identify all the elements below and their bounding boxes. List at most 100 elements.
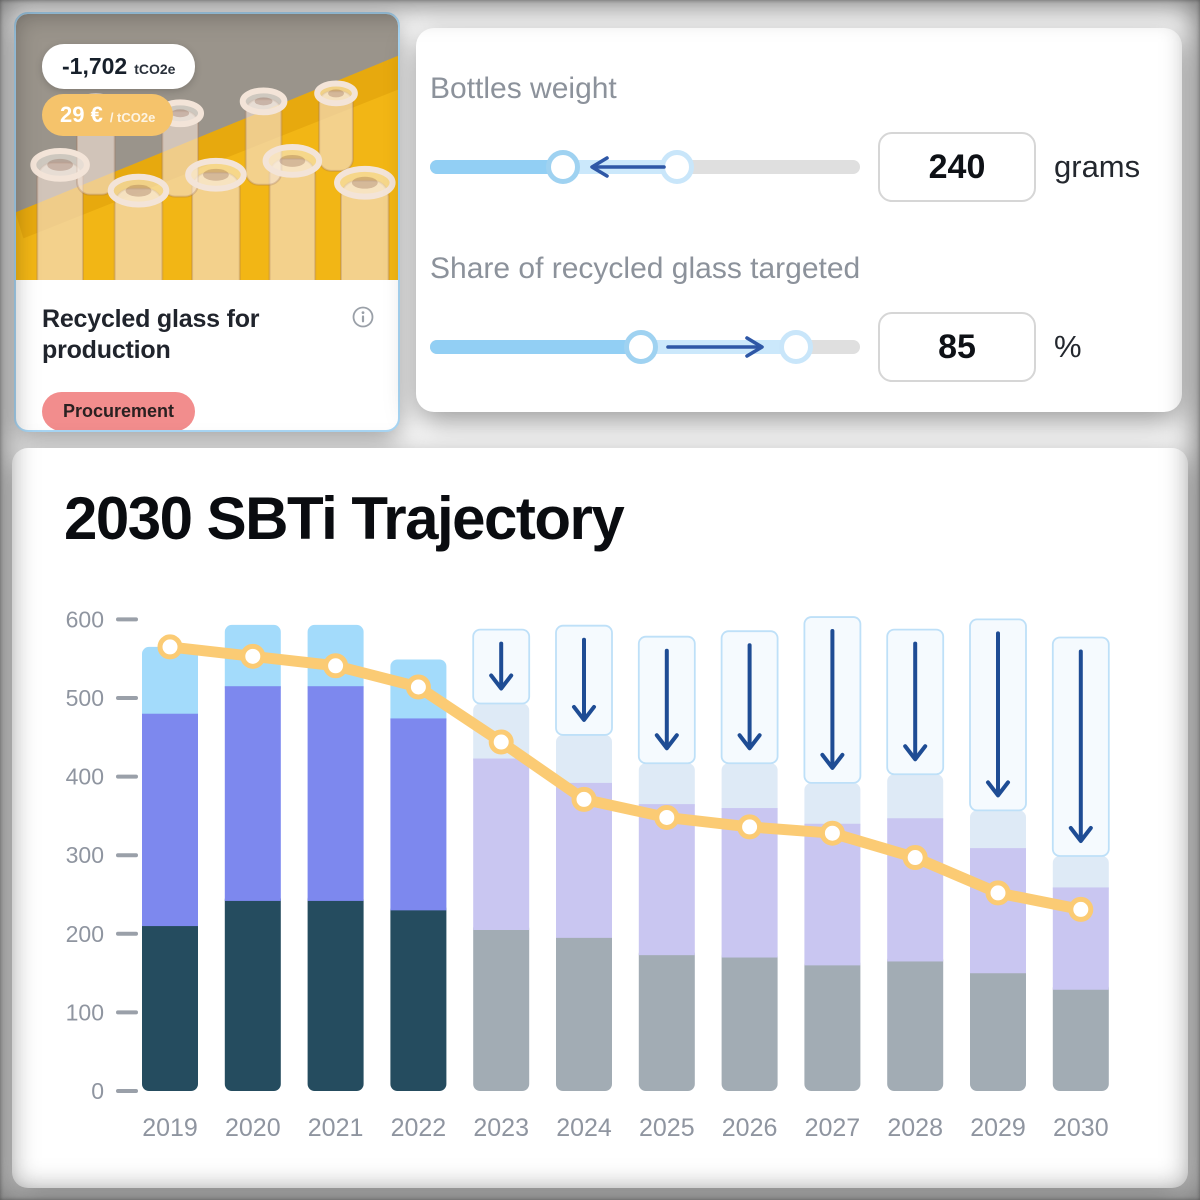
bar-segment-top [556, 734, 612, 791]
bottles-weight-input[interactable]: 240 [878, 132, 1036, 202]
trajectory-point [985, 880, 1011, 906]
bottles-weight-unit: grams [1054, 149, 1141, 184]
trajectory-point [157, 634, 183, 660]
bar-segment-top [142, 646, 198, 722]
x-tick-label: 2028 [887, 1114, 943, 1142]
x-tick-label: 2022 [391, 1114, 447, 1142]
bar-segment-bottom [390, 902, 447, 1091]
arrow-left-icon [590, 156, 666, 178]
bar-segment-top [721, 763, 778, 817]
slider-handle[interactable] [546, 150, 581, 184]
recycled-share-unit: % [1054, 329, 1082, 364]
bar-segment-top [1052, 855, 1109, 896]
bar-segment-bottom [556, 929, 612, 1091]
recycled-share-input[interactable]: 85 [878, 312, 1036, 382]
trajectory-point [737, 814, 763, 840]
trajectory-point [323, 653, 349, 679]
x-tick-label: 2030 [1053, 1114, 1109, 1142]
bar-segment-bottom [638, 947, 695, 1091]
trajectory-point [405, 674, 431, 700]
simulation-controls-panel: Bottles weight 240 grams Share of recycl… [416, 28, 1182, 412]
arrow-down-head [572, 704, 596, 722]
bottles-photo [16, 14, 398, 280]
info-icon[interactable] [352, 306, 374, 328]
x-tick-label: 2020 [225, 1114, 281, 1142]
y-tick-label: 200 [66, 921, 104, 947]
y-tick-dash [116, 617, 138, 622]
slider-track-fill [430, 160, 564, 174]
bar-segment-middle [224, 686, 281, 901]
recycled-share-label: Share of recycled glass targeted [430, 252, 861, 285]
trajectory-point [902, 845, 928, 871]
bottles-weight-slider[interactable] [430, 149, 860, 185]
arrow-down-head [654, 733, 679, 751]
arrow-down-head [737, 733, 762, 751]
project-card[interactable]: -1,702 tCO2e 29 € / tCO2e Recycled glass… [14, 12, 400, 432]
card-body: Recycled glass for production Procuremen… [16, 280, 398, 430]
slider-track-fill [430, 340, 641, 354]
bar-segment-top [638, 763, 695, 813]
sbti-trajectory-panel: 2030 SBTi Trajectory 0 100 200 300 400 500 600… [12, 448, 1188, 1188]
y-tick-dash [116, 696, 138, 700]
sbti-trajectory-chart: 0 100 200 300 400 500 600 2019 2020 2021 2022 2023 2… [66, 606, 1110, 1142]
bottles-weight-label: Bottles weight [430, 72, 617, 105]
arrow-down-head [903, 744, 928, 762]
bar-segment-bottom [1052, 981, 1109, 1091]
bar-segment-bottom [804, 957, 861, 1091]
price-per-ton-badge: 29 € / tCO2e [42, 94, 174, 136]
y-tick-dash [116, 774, 138, 779]
co2-savings-badge: -1,702 tCO2e [42, 44, 196, 89]
co2-savings-value: -1,702 [62, 53, 128, 79]
slider-ghost-handle[interactable] [778, 330, 813, 364]
arrow-down-head [489, 673, 514, 691]
y-tick-dash [116, 1010, 138, 1015]
price-unit: / tCO2e [109, 110, 156, 125]
bottles-weight-row: 240 grams [430, 132, 1162, 202]
bar-segment-middle [887, 818, 944, 962]
trajectory-point [654, 804, 680, 830]
y-tick-dash [116, 1089, 138, 1093]
bar-segment-bottom [473, 922, 530, 1091]
bar-segment-top [970, 810, 1026, 857]
category-tag: Procurement [42, 392, 196, 430]
bar-segment-middle [390, 718, 447, 911]
x-tick-label: 2026 [722, 1114, 778, 1142]
bar-segment-bottom [887, 953, 944, 1091]
bar-segment-top [804, 782, 861, 832]
y-tick-label: 600 [66, 606, 104, 632]
x-tick-label: 2024 [556, 1114, 612, 1142]
price-value: 29 € [60, 102, 103, 127]
trajectory-line [164, 641, 1087, 915]
bar-segment-top [887, 774, 944, 827]
card-title: Recycled glass for production [42, 305, 260, 364]
y-tick-label: 400 [66, 764, 104, 790]
y-tick-dash [116, 931, 138, 936]
x-tick-label: 2021 [308, 1114, 364, 1142]
bar-segment-bottom [970, 965, 1026, 1091]
slider-handle[interactable] [623, 330, 658, 364]
bar-segment-bottom [224, 892, 281, 1091]
chart-title: 2030 SBTi Trajectory [64, 485, 625, 552]
trajectory-point [1068, 896, 1094, 922]
y-tick-label: 0 [91, 1078, 104, 1104]
bar-segment-middle [804, 823, 861, 966]
trajectory-point [240, 643, 266, 669]
x-tick-label: 2029 [970, 1114, 1026, 1142]
co2-savings-unit: tCO2e [134, 61, 176, 77]
arrow-down-head [1068, 825, 1093, 843]
y-tick-label: 100 [66, 999, 104, 1025]
y-tick-label: 500 [66, 685, 104, 711]
recycled-share-slider[interactable] [430, 329, 860, 365]
x-tick-label: 2027 [805, 1114, 861, 1142]
trajectory-point [488, 729, 514, 755]
y-tick-dash [116, 853, 138, 858]
bar-segment-middle [142, 713, 198, 927]
bar-segment-bottom [721, 949, 778, 1091]
arrow-right-icon [666, 336, 764, 358]
arrow-down-head [986, 780, 1010, 798]
bar-segment-middle [307, 686, 364, 901]
y-tick-label: 300 [66, 842, 104, 868]
trajectory-point [571, 786, 597, 812]
card-photo: -1,702 tCO2e 29 € / tCO2e [16, 14, 398, 280]
